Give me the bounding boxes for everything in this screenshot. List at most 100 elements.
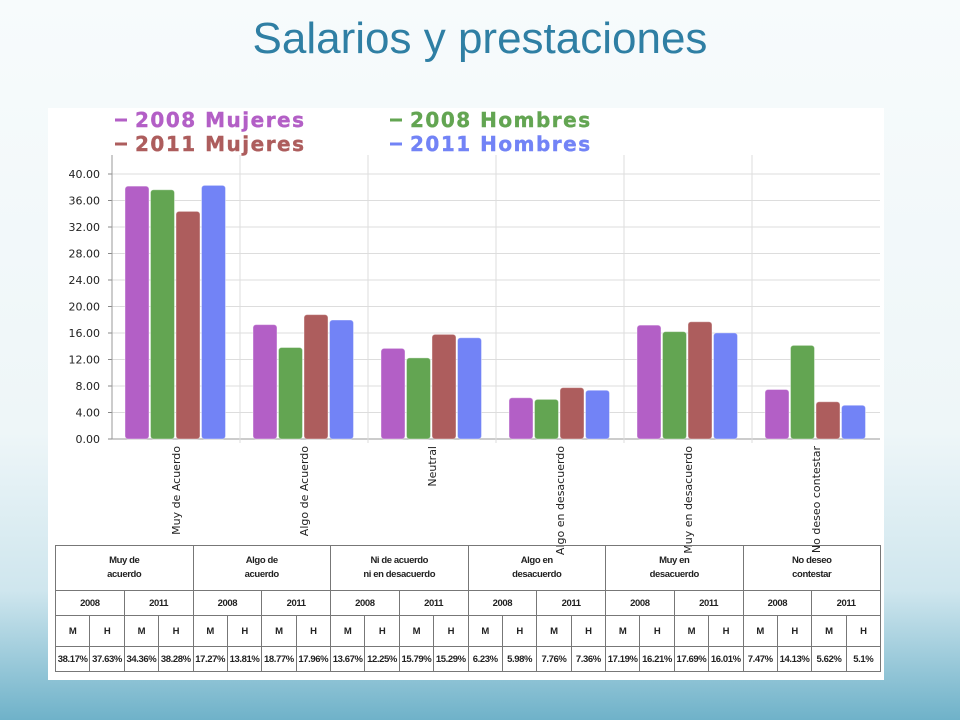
table-cell: 5.1% xyxy=(845,646,882,672)
table-cell: H xyxy=(639,615,675,647)
table-cell: 2011 xyxy=(811,590,881,616)
table-cell: 17.27% xyxy=(192,646,228,672)
table-cell: M xyxy=(192,615,228,647)
x-tick-label: Algo de Acuerdo xyxy=(298,446,311,536)
table-cell: 2011 xyxy=(398,590,469,616)
table-cell: 37.63% xyxy=(89,646,125,672)
table-cell: H xyxy=(570,615,607,647)
x-tick-label: No deseo contestar xyxy=(810,446,823,554)
table-cell: 17.96% xyxy=(295,646,332,672)
table-cell: H xyxy=(158,615,194,647)
bar xyxy=(636,324,662,440)
bar xyxy=(713,332,738,440)
bar xyxy=(303,314,329,440)
table-cell: 5.62% xyxy=(811,646,847,672)
y-tick-label: 32.00 xyxy=(69,221,101,234)
y-tick-label: 40.00 xyxy=(69,168,101,181)
table-cell: M xyxy=(811,615,847,647)
table-cell: M xyxy=(398,615,435,647)
legend-label: 2008 Hombres xyxy=(410,108,592,132)
table-cell: 2011 xyxy=(673,590,744,616)
table-cell: M xyxy=(536,615,572,647)
table-cell: M xyxy=(54,615,91,647)
table-cell: 7.76% xyxy=(536,646,572,672)
table-cell: 2011 xyxy=(536,590,606,616)
y-tick-label: 12.00 xyxy=(69,354,101,367)
table-cell: 38.28% xyxy=(158,646,194,672)
table-cell: 16.21% xyxy=(639,646,675,672)
table-cell: Algo de acuerdo xyxy=(192,545,331,591)
y-tick-label: 4.00 xyxy=(76,407,101,420)
table-cell: 38.17% xyxy=(54,646,91,672)
table-cell: 2011 xyxy=(123,590,194,616)
table-cell: M xyxy=(673,615,710,647)
bar xyxy=(841,404,866,440)
bar xyxy=(815,401,841,440)
bar xyxy=(278,347,303,440)
bar xyxy=(201,184,226,440)
table-cell: 14.13% xyxy=(776,646,813,672)
table-cell: 34.36% xyxy=(123,646,160,672)
table-cell: 2011 xyxy=(261,590,331,616)
y-tick-label: 0.00 xyxy=(76,433,101,446)
table-cell: 2008 xyxy=(742,590,813,616)
table-row: 2008 2011 2008 2011 2008 2011 2008 2011 2008 2011… xyxy=(55,590,881,616)
bar xyxy=(508,397,534,440)
table-cell: 18.77% xyxy=(261,646,297,672)
table-cell: 15.29% xyxy=(433,646,469,672)
table-cell: H xyxy=(433,615,469,647)
table-cell: 7.36% xyxy=(570,646,607,672)
table-cell: 12.25% xyxy=(364,646,400,672)
bar xyxy=(662,331,687,440)
bar xyxy=(329,319,354,440)
bar xyxy=(764,389,790,440)
table-cell: Muy de acuerdo xyxy=(55,545,194,591)
table-cell: H xyxy=(845,615,882,647)
table-cell: 16.01% xyxy=(708,646,744,672)
data-table: Muy de acuerdo Algo de acuerdo Ni de acuer… xyxy=(54,545,882,672)
table-cell: 17.19% xyxy=(604,646,641,672)
legend-label: 2008 Mujeres xyxy=(135,108,306,132)
table-cell: Algo en desacuerdo xyxy=(467,545,606,591)
table-row: Muy de acuerdo Algo de acuerdo Ni de acuer… xyxy=(55,545,881,591)
table-cell: M xyxy=(261,615,297,647)
bar xyxy=(124,185,150,440)
table-cell: M xyxy=(604,615,641,647)
y-tick-label: 16.00 xyxy=(69,327,101,340)
bar xyxy=(790,344,815,440)
table-cell: 2008 xyxy=(605,590,675,616)
x-tick-label: Neutral xyxy=(426,446,439,487)
table-cell: 2008 xyxy=(467,590,538,616)
bar xyxy=(534,398,559,440)
bar xyxy=(687,321,713,440)
y-tick-label: 20.00 xyxy=(69,301,101,314)
x-tick-label: Muy de Acuerdo xyxy=(170,446,183,535)
x-tick-label: Muy en desacuerdo xyxy=(682,446,695,554)
table-row: 38.17% 37.63% 34.36% 38.28% 17.27% 13.81% 18.7… xyxy=(54,646,882,672)
table-cell: H xyxy=(708,615,744,647)
table-cell: 7.47% xyxy=(742,646,778,672)
table-cell: 2008 xyxy=(330,590,400,616)
table-cell: 13.81% xyxy=(226,646,263,672)
table-cell: 2008 xyxy=(55,590,125,616)
table-cell: 15.79% xyxy=(398,646,435,672)
legend-label: 2011 Mujeres xyxy=(135,132,306,156)
table-cell: M xyxy=(742,615,778,647)
table-cell: Muy en desacuerdo xyxy=(605,545,744,591)
y-tick-label: 24.00 xyxy=(69,274,101,287)
table-cell: 2008 xyxy=(192,590,263,616)
bar xyxy=(252,324,278,440)
table-cell: 5.98% xyxy=(501,646,538,672)
slide-title: Salarios y prestaciones xyxy=(252,14,708,63)
bar xyxy=(431,333,457,440)
legend-label: 2011 Hombres xyxy=(410,132,592,156)
table-cell: H xyxy=(364,615,400,647)
bar xyxy=(457,337,482,440)
table-cell: H xyxy=(89,615,125,647)
bar xyxy=(585,389,610,440)
bar xyxy=(175,210,201,440)
table-cell: 13.67% xyxy=(329,646,366,672)
table-cell: 6.23% xyxy=(467,646,503,672)
